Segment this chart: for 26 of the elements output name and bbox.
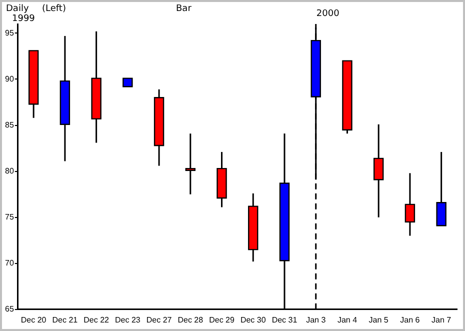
- x-tick-label: Dec 22: [84, 315, 110, 324]
- x-tick-label: Jan 7: [432, 315, 452, 324]
- x-tick-label: Dec 23: [114, 315, 141, 324]
- x-tick-label: Jan 4: [337, 315, 358, 324]
- x-tick-label: Dec 21: [52, 315, 78, 324]
- x-tick-label: Dec 29: [209, 315, 235, 324]
- x-tick-label: Dec 27: [146, 315, 172, 324]
- text: (Left): [42, 4, 66, 14]
- ref-line-label: 2000: [316, 9, 340, 19]
- x-tick-label: Dec 20: [20, 315, 47, 324]
- x-tick-label: Jan 6: [400, 315, 420, 324]
- y-tick-label: 65: [4, 304, 14, 314]
- text: Daily: [6, 4, 29, 14]
- y-tick-label: 70: [4, 258, 14, 268]
- x-tick-label: Jan 3: [306, 315, 326, 324]
- text: Bar: [176, 4, 192, 14]
- y-tick-label: 80: [4, 166, 14, 176]
- y-tick-label: 90: [4, 74, 14, 84]
- x-tick-label: Dec 28: [178, 315, 204, 324]
- x-tick-label: Dec 30: [240, 315, 266, 324]
- x-tick-label: Jan 5: [368, 315, 389, 324]
- y-tick-label: 85: [4, 120, 14, 130]
- y-tick-label: 95: [4, 28, 14, 38]
- y-tick-label: 75: [4, 212, 14, 222]
- x-tick-label: Dec 31: [272, 315, 298, 324]
- annotation: 1999: [12, 14, 35, 24]
